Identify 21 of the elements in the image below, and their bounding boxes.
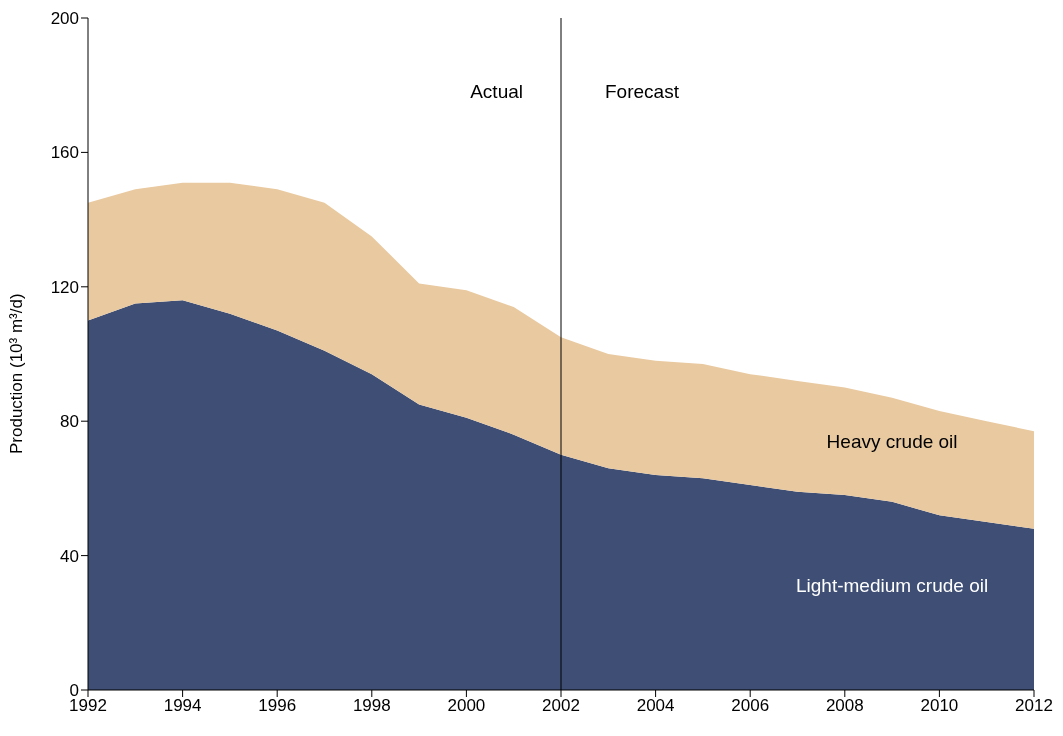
x-tick-label: 2010	[920, 696, 959, 716]
y-tick-label: 160	[50, 143, 79, 163]
x-tick-label: 2012	[1015, 696, 1053, 716]
y-tick-label: 80	[60, 412, 79, 432]
y-tick-label: 40	[60, 546, 79, 566]
x-tick-label: 2006	[731, 696, 770, 716]
x-tick-label: 1996	[258, 696, 297, 716]
x-tick-label: 2000	[447, 696, 486, 716]
x-tick-label: 2004	[636, 696, 675, 716]
annotation: Actual	[470, 81, 523, 102]
x-tick-label: 1998	[352, 696, 391, 716]
y-tick-label: 120	[50, 277, 79, 297]
x-tick-label: 2002	[542, 696, 580, 716]
series-label: Heavy crude oil	[826, 430, 958, 452]
series-label: Light-medium crude oil	[796, 574, 989, 596]
x-tick-label: 1994	[163, 696, 202, 716]
y-axis-title: Production (10³ m³/d)	[7, 293, 27, 454]
annotation: Forecast	[605, 81, 680, 102]
x-tick-label: 2008	[825, 696, 864, 716]
x-tick-label: 1992	[69, 696, 107, 716]
y-tick-label: 200	[50, 9, 79, 29]
